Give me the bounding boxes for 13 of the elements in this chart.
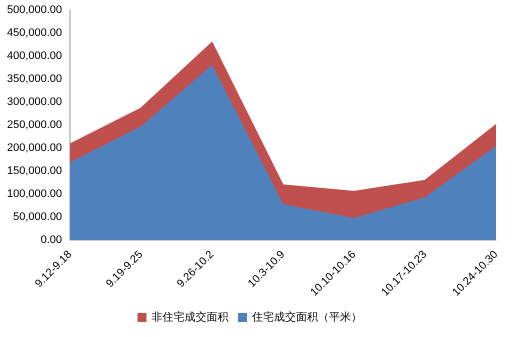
y-tick-label: 50,000.00 <box>13 211 62 224</box>
y-tick-label: 300,000.00 <box>6 96 62 108</box>
legend-label: 非住宅成交面积 <box>152 310 228 324</box>
legend-label: 住宅成交面积（平米） <box>252 310 362 324</box>
y-tick-label: 0.00 <box>40 234 62 246</box>
y-tick-label: 100,000.00 <box>6 188 62 200</box>
y-tick-label: 450,000.00 <box>6 27 62 40</box>
y-tick-label: 350,000.00 <box>6 73 62 86</box>
y-tick-label: 150,000.00 <box>6 165 62 178</box>
y-tick-label: 200,000.00 <box>6 142 62 154</box>
y-tick-label: 500,000.00 <box>6 4 62 16</box>
y-tick-label: 400,000.00 <box>6 50 62 62</box>
y-tick-label: 250,000.00 <box>6 119 62 132</box>
